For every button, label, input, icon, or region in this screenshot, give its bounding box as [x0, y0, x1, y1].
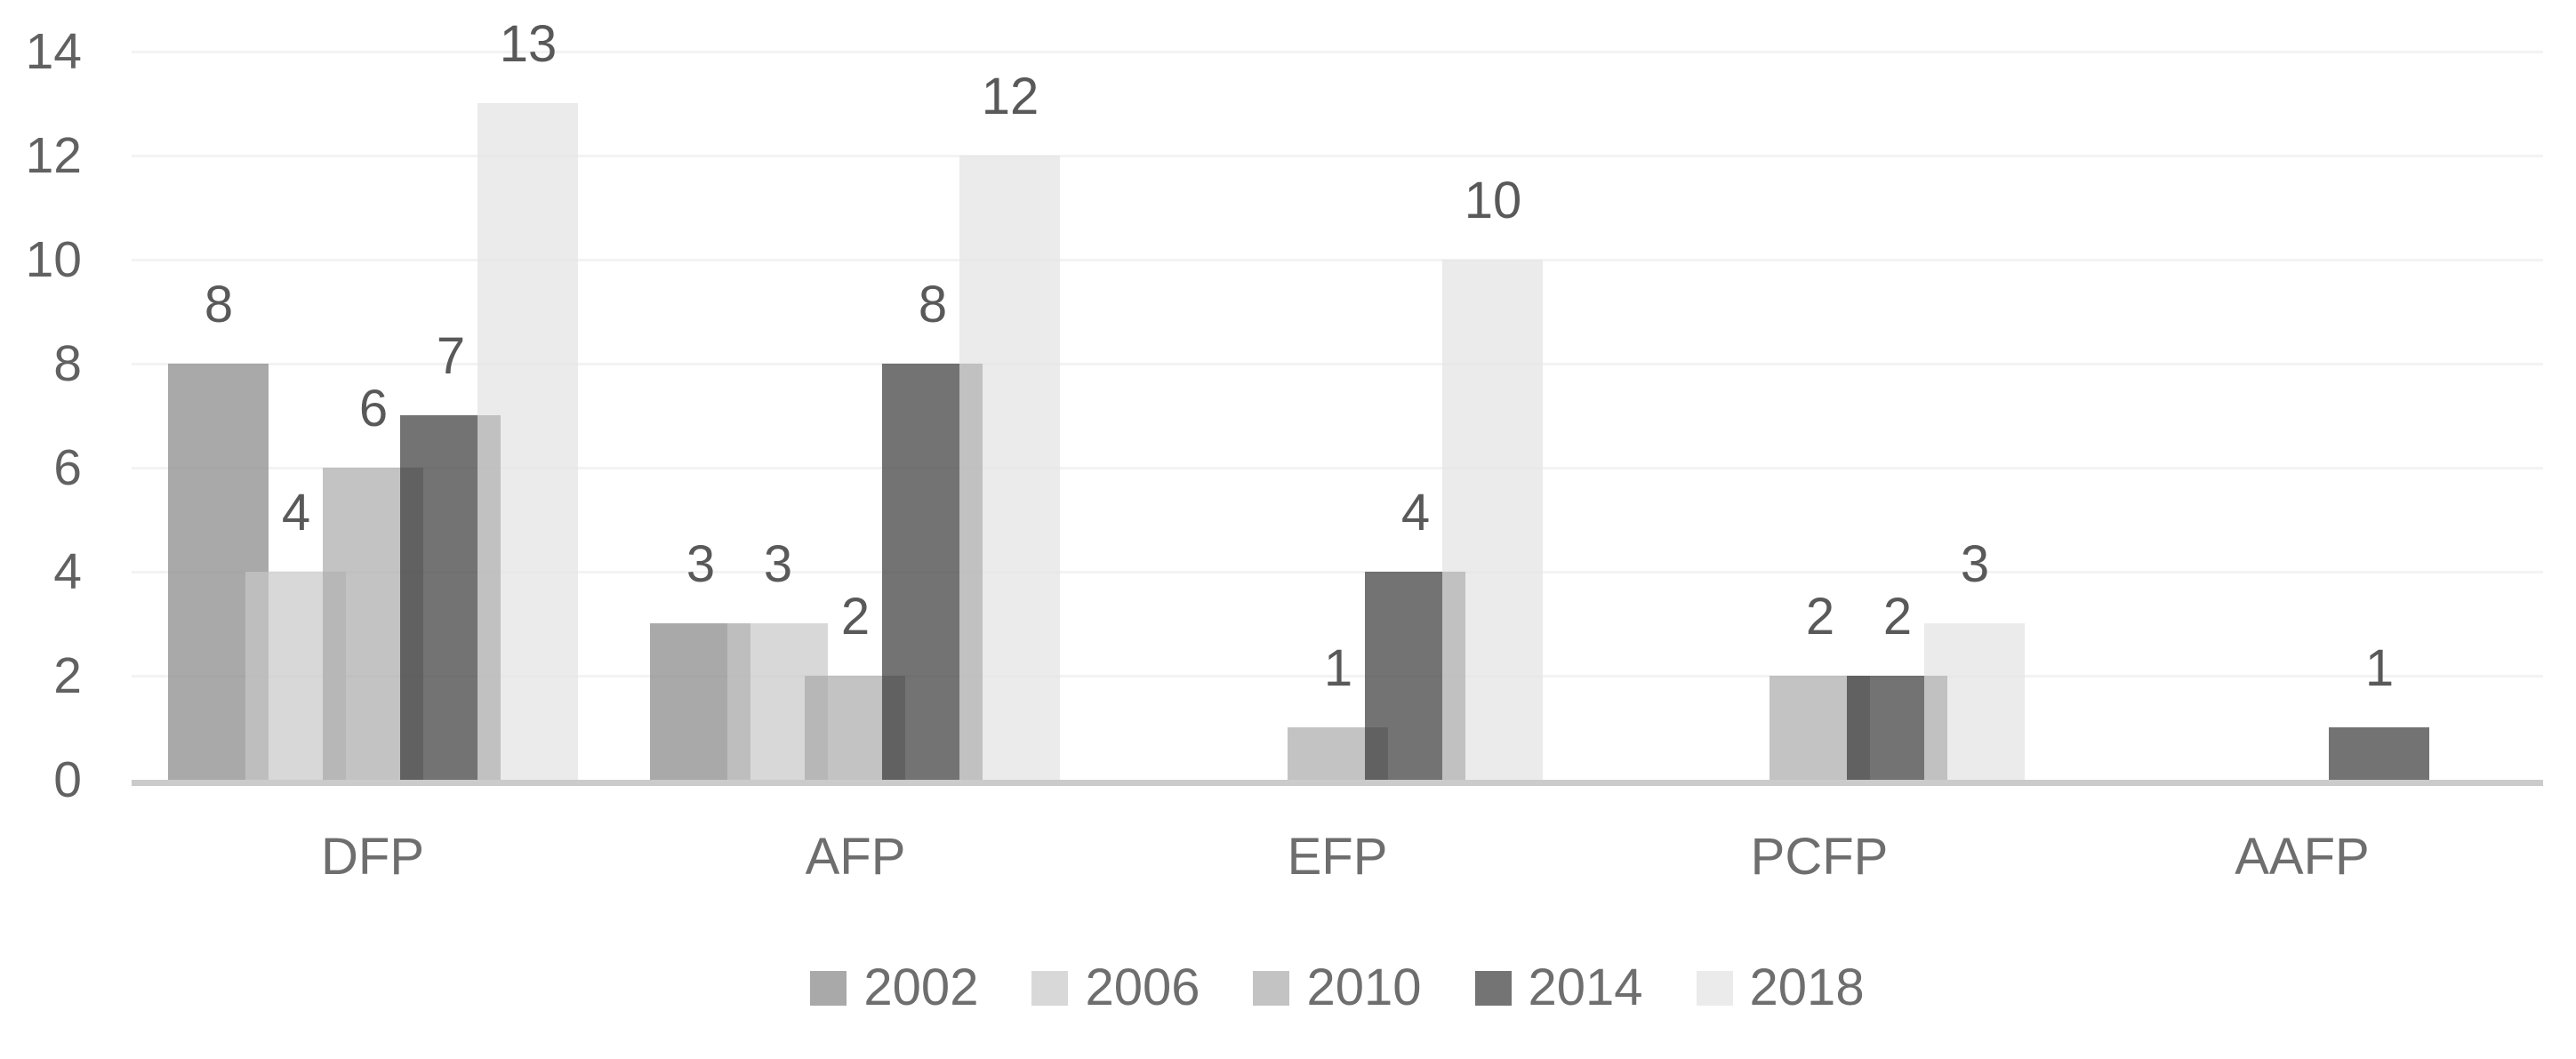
bar-AFP-2018 — [959, 156, 1060, 780]
y-tick-label: 10 — [25, 231, 82, 288]
data-label: 3 — [686, 535, 716, 593]
legend-label: 2010 — [1306, 959, 1422, 1016]
y-tick-label: 4 — [53, 543, 82, 600]
data-label: 2 — [1882, 588, 1913, 646]
bar-AAFP-2014 — [2329, 727, 2429, 780]
gridline — [132, 363, 2543, 365]
data-label: 3 — [1960, 535, 1990, 593]
legend-item-2010: 2010 — [1253, 959, 1422, 1016]
data-label: 4 — [281, 484, 311, 542]
data-label: 12 — [981, 68, 1039, 125]
data-label: 2 — [840, 588, 871, 646]
data-label: 6 — [358, 380, 389, 437]
y-tick-label: 2 — [53, 647, 82, 704]
category-label-PCFP: PCFP — [1750, 828, 1889, 886]
data-label: 3 — [763, 535, 793, 593]
category-label-DFP: DFP — [321, 828, 424, 886]
data-label: 7 — [436, 327, 466, 385]
data-label: 1 — [2364, 639, 2395, 697]
legend-swatch-icon — [1696, 970, 1733, 1006]
bar-DFP-2018 — [477, 103, 578, 780]
gridline — [132, 155, 2543, 157]
data-label: 10 — [1464, 172, 1522, 229]
data-label: 4 — [1400, 484, 1431, 542]
gridline — [132, 571, 2543, 574]
data-label: 1 — [1323, 639, 1353, 697]
bar-PCFP-2018 — [1924, 623, 2025, 780]
data-label: 8 — [204, 276, 234, 333]
gridline — [132, 467, 2543, 469]
gridline — [132, 51, 2543, 53]
data-label: 2 — [1805, 588, 1835, 646]
data-label: 8 — [918, 276, 948, 333]
legend: 2002 2006 2010 2014 2018 — [132, 960, 2543, 1015]
data-label: 13 — [499, 15, 558, 73]
legend-label: 2002 — [863, 959, 979, 1016]
y-tick-label: 12 — [25, 127, 82, 184]
legend-label: 2014 — [1528, 959, 1643, 1016]
gridline — [132, 259, 2543, 261]
category-label-AFP: AFP — [805, 828, 906, 886]
legend-item-2002: 2002 — [810, 961, 978, 1015]
y-tick-label: 6 — [53, 439, 82, 496]
legend-swatch-icon — [810, 970, 847, 1006]
bar-EFP-2018 — [1442, 260, 1543, 780]
y-tick-label: 8 — [53, 335, 82, 392]
category-label-EFP: EFP — [1287, 828, 1388, 886]
gridline — [132, 675, 2543, 678]
legend-swatch-icon — [1474, 970, 1512, 1006]
category-label-AAFP: AAFP — [2235, 828, 2370, 886]
legend-label: 2018 — [1749, 959, 1865, 1016]
legend-swatch-icon — [1253, 970, 1290, 1006]
x-axis-line — [132, 780, 2543, 786]
y-tick-label: 14 — [25, 23, 82, 80]
legend-item-2006: 2006 — [1031, 961, 1200, 1015]
legend-item-2018: 2018 — [1696, 959, 1865, 1016]
legend-label: 2006 — [1085, 959, 1200, 1016]
legend-swatch-icon — [1031, 970, 1069, 1006]
y-tick-label: 0 — [53, 751, 82, 808]
legend-item-2014: 2014 — [1474, 959, 1643, 1016]
